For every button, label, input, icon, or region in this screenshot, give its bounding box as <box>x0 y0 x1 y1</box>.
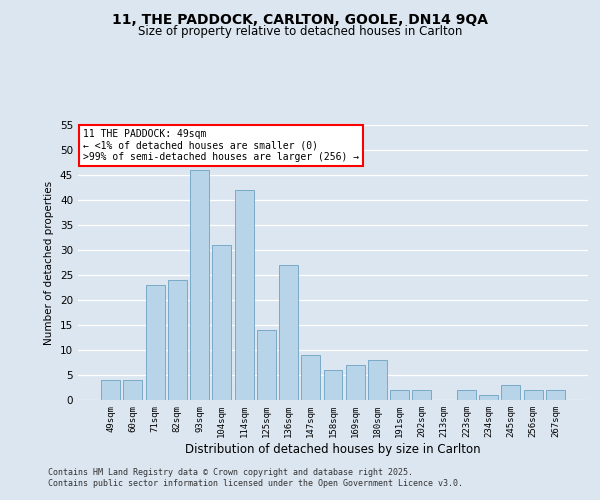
Text: 11, THE PADDOCK, CARLTON, GOOLE, DN14 9QA: 11, THE PADDOCK, CARLTON, GOOLE, DN14 9Q… <box>112 12 488 26</box>
Bar <box>301 355 320 400</box>
Bar <box>279 265 298 400</box>
Bar <box>212 245 231 400</box>
Bar <box>524 390 542 400</box>
Bar <box>457 390 476 400</box>
Bar <box>479 395 498 400</box>
Bar <box>546 390 565 400</box>
Bar <box>502 385 520 400</box>
Bar <box>124 380 142 400</box>
Text: Contains HM Land Registry data © Crown copyright and database right 2025.
Contai: Contains HM Land Registry data © Crown c… <box>48 468 463 487</box>
Bar <box>257 330 276 400</box>
Bar <box>190 170 209 400</box>
Bar <box>368 360 387 400</box>
Bar <box>323 370 343 400</box>
Bar <box>235 190 254 400</box>
Bar <box>168 280 187 400</box>
Bar <box>101 380 120 400</box>
Bar <box>390 390 409 400</box>
Text: 11 THE PADDOCK: 49sqm
← <1% of detached houses are smaller (0)
>99% of semi-deta: 11 THE PADDOCK: 49sqm ← <1% of detached … <box>83 129 359 162</box>
Bar <box>146 285 164 400</box>
Y-axis label: Number of detached properties: Number of detached properties <box>44 180 55 344</box>
Text: Size of property relative to detached houses in Carlton: Size of property relative to detached ho… <box>138 25 462 38</box>
Bar <box>412 390 431 400</box>
X-axis label: Distribution of detached houses by size in Carlton: Distribution of detached houses by size … <box>185 442 481 456</box>
Bar <box>346 365 365 400</box>
